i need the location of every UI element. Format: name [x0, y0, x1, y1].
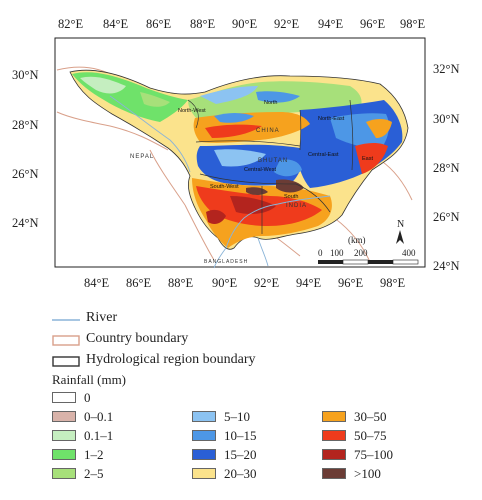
- right-lat-label: 26°N: [433, 210, 460, 224]
- hydrological-region-boundaries: [187, 99, 354, 234]
- rainfall-class-label: 30–50: [354, 409, 387, 424]
- country-label-bhutan: BHUTAN: [258, 158, 288, 164]
- rainfall-swatch: [322, 468, 346, 479]
- top-lon-label: 82°E: [58, 17, 83, 31]
- rainfall-swatch: [192, 468, 216, 479]
- bottom-lon-label: 96°E: [338, 276, 363, 290]
- region-label-south-west: South-West: [210, 184, 239, 190]
- left-lat-label: 28°N: [12, 118, 39, 132]
- right-latitude-labels: 32°N 30°N 28°N 26°N 24°N: [433, 62, 460, 273]
- rainfall-swatch: [322, 449, 346, 460]
- top-lon-label: 98°E: [400, 17, 425, 31]
- legend-item-river: River: [52, 310, 452, 328]
- region-label-central-west: Central-West: [244, 167, 276, 173]
- hydrological-boundary-icon: [52, 356, 80, 367]
- scale-tick-100: 100: [330, 248, 344, 258]
- country-labels: NEPAL CHINA BHUTAN INDIA BANGLADESH: [130, 128, 307, 265]
- bottom-lon-label: 86°E: [126, 276, 151, 290]
- rainfall-class-label: 75–100: [354, 447, 393, 462]
- bottom-lon-label: 98°E: [380, 276, 405, 290]
- right-lat-label: 30°N: [433, 112, 460, 126]
- region-label-north-west: North-West: [178, 108, 206, 114]
- region-label-central-east: Central-East: [308, 152, 339, 158]
- scale-tick-0: 0: [318, 248, 323, 258]
- rainfall-swatch: [52, 468, 76, 479]
- rainfall-class-label: 1–2: [84, 447, 104, 462]
- scale-tick-400: 400: [402, 248, 416, 258]
- basin-rainfall: [69, 69, 409, 250]
- right-lat-label: 32°N: [433, 62, 460, 76]
- left-lat-label: 30°N: [12, 68, 39, 82]
- bottom-longitude-labels: 84°E 86°E 88°E 90°E 92°E 94°E 96°E 98°E: [84, 276, 405, 290]
- rainfall-class-label: 0–0.1: [84, 409, 114, 424]
- right-lat-label: 28°N: [433, 161, 460, 175]
- top-lon-label: 86°E: [146, 17, 171, 31]
- bottom-lon-label: 92°E: [254, 276, 279, 290]
- bottom-lon-label: 94°E: [296, 276, 321, 290]
- legend-item-country-boundary: Country boundary: [52, 331, 452, 349]
- rainfall-swatch: [192, 449, 216, 460]
- rainfall-swatch: [52, 430, 76, 441]
- right-lat-label: 24°N: [433, 259, 460, 273]
- rainfall-swatch: [52, 392, 76, 403]
- region-label-north: North: [264, 100, 277, 106]
- top-lon-label: 92°E: [274, 17, 299, 31]
- legend-label-river: River: [86, 310, 118, 325]
- rainfall-swatch: [192, 430, 216, 441]
- rainfall-class-label: 0: [84, 390, 91, 405]
- rainfall-class-label: 20–30: [224, 466, 257, 481]
- rainfall-swatch: [322, 411, 346, 422]
- top-lon-label: 84°E: [103, 17, 128, 31]
- left-latitude-labels: 30°N 28°N 26°N 24°N: [12, 68, 39, 230]
- top-longitude-labels: 82°E 84°E 86°E 88°E 90°E 92°E 94°E 96°E …: [58, 17, 425, 31]
- rainfall-class-label: 0.1–1: [84, 428, 114, 443]
- left-lat-label: 26°N: [12, 167, 39, 181]
- region-labels: North-West North North-East Central-West…: [178, 100, 373, 200]
- rainfall-swatch: [52, 449, 76, 460]
- scale-tick-200: 200: [354, 248, 368, 258]
- rainfall-class-label: >100: [354, 466, 381, 481]
- rainfall-map: North-West North North-East Central-West…: [12, 17, 460, 290]
- country-label-bangladesh: BANGLADESH: [204, 259, 248, 265]
- scale-unit: (km): [348, 235, 366, 245]
- line-legend: River Country boundary Hydrological regi…: [52, 310, 452, 370]
- country-boundary-icon: [52, 335, 80, 346]
- bottom-lon-label: 88°E: [168, 276, 193, 290]
- rainfall-class-label: 15–20: [224, 447, 257, 462]
- top-lon-label: 96°E: [360, 17, 385, 31]
- rainfall-class-label: 10–15: [224, 428, 257, 443]
- legend-label-country-boundary: Country boundary: [86, 331, 189, 346]
- legend-item-hydrological-boundary: Hydrological region boundary: [52, 352, 452, 370]
- region-label-east: East: [362, 156, 373, 162]
- rivers: [109, 95, 331, 269]
- bottom-lon-label: 84°E: [84, 276, 109, 290]
- rainfall-class-label: 5–10: [224, 409, 250, 424]
- scale-bar: (km) 0 100 200 400: [318, 235, 419, 265]
- country-label-india: INDIA: [286, 203, 307, 209]
- country-label-nepal: NEPAL: [130, 154, 154, 160]
- top-lon-label: 90°E: [232, 17, 257, 31]
- rainfall-class-label: 50–75: [354, 428, 387, 443]
- country-label-china: CHINA: [256, 128, 280, 134]
- rainfall-swatch: [52, 411, 76, 422]
- legend-label-hydrological-boundary: Hydrological region boundary: [86, 352, 256, 367]
- rainfall-swatch: [192, 411, 216, 422]
- region-label-south: South: [284, 194, 298, 200]
- region-label-north-east: North-East: [318, 116, 345, 122]
- left-lat-label: 24°N: [12, 216, 39, 230]
- rainfall-class-label: 2–5: [84, 466, 104, 481]
- north-arrow-icon: N: [396, 219, 404, 244]
- top-lon-label: 94°E: [318, 17, 343, 31]
- svg-text:N: N: [397, 219, 404, 230]
- bottom-lon-label: 90°E: [212, 276, 237, 290]
- river-line-icon: [52, 319, 80, 321]
- rainfall-swatch: [322, 430, 346, 441]
- top-lon-label: 88°E: [190, 17, 215, 31]
- rainfall-legend-title: Rainfall (mm): [52, 372, 127, 387]
